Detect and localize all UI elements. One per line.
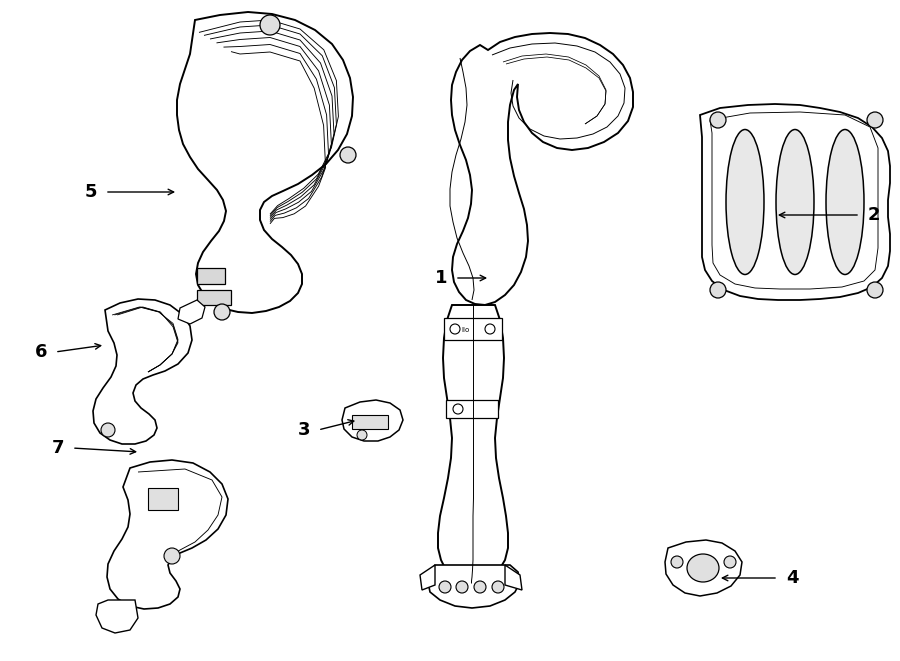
Circle shape <box>671 556 683 568</box>
Polygon shape <box>438 305 508 583</box>
Circle shape <box>724 556 736 568</box>
Circle shape <box>357 430 367 440</box>
Polygon shape <box>96 600 138 633</box>
Polygon shape <box>93 299 192 444</box>
Polygon shape <box>342 400 403 441</box>
Circle shape <box>485 324 495 334</box>
Circle shape <box>710 282 726 298</box>
Ellipse shape <box>776 130 814 274</box>
Circle shape <box>867 282 883 298</box>
Ellipse shape <box>726 130 764 274</box>
Text: 7: 7 <box>51 439 64 457</box>
Ellipse shape <box>826 130 864 274</box>
Polygon shape <box>107 460 228 609</box>
Bar <box>352 415 388 429</box>
Circle shape <box>340 147 356 163</box>
Text: 5: 5 <box>85 183 97 201</box>
Circle shape <box>453 404 463 414</box>
Circle shape <box>439 581 451 593</box>
Circle shape <box>474 581 486 593</box>
Circle shape <box>456 581 468 593</box>
Text: 1: 1 <box>435 269 447 287</box>
Circle shape <box>101 423 115 437</box>
Bar <box>197 268 225 284</box>
Ellipse shape <box>687 554 719 582</box>
Circle shape <box>450 324 460 334</box>
Polygon shape <box>700 104 890 300</box>
Polygon shape <box>178 300 205 324</box>
Circle shape <box>492 581 504 593</box>
Polygon shape <box>665 540 742 596</box>
Polygon shape <box>428 565 520 608</box>
Bar <box>148 488 178 510</box>
Text: 6: 6 <box>34 343 47 361</box>
Polygon shape <box>177 12 353 313</box>
Text: 3: 3 <box>298 421 310 439</box>
Circle shape <box>214 304 230 320</box>
Text: 2: 2 <box>868 206 880 224</box>
Polygon shape <box>451 33 633 305</box>
Text: llo: llo <box>461 327 469 333</box>
Circle shape <box>867 112 883 128</box>
Bar <box>197 290 231 305</box>
Text: 4: 4 <box>786 569 798 587</box>
Polygon shape <box>505 565 522 590</box>
Polygon shape <box>420 565 435 590</box>
Circle shape <box>260 15 280 35</box>
Bar <box>444 318 502 340</box>
Circle shape <box>710 112 726 128</box>
Circle shape <box>164 548 180 564</box>
Bar <box>446 400 498 418</box>
